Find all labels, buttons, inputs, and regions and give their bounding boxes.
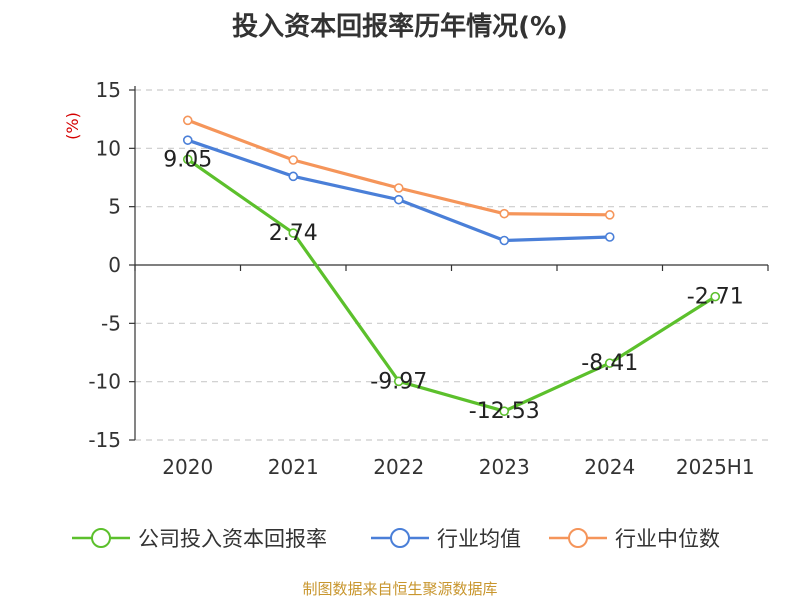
y-tick-label: 10: [96, 136, 121, 160]
data-point: [604, 358, 615, 368]
data-label: 2.74: [269, 221, 318, 246]
data-label: -9.97: [370, 369, 427, 394]
x-tick-label: 2022: [373, 455, 424, 479]
legend-marker-company-icon: [72, 528, 130, 548]
data-point: [393, 183, 404, 193]
data-point: [182, 135, 193, 145]
data-point: [288, 155, 299, 165]
series-line-0: [186, 158, 717, 413]
data-label: 9.05: [163, 147, 212, 172]
data-point: [393, 376, 404, 387]
data-label: -8.41: [581, 351, 638, 376]
legend-label-industry-median: 行业中位数: [615, 527, 720, 551]
chart-title: 投入资本回报率历年情况(%): [232, 12, 568, 42]
y-tick-label: -5: [101, 311, 121, 335]
y-tick-label: -15: [88, 428, 121, 452]
legend-item-industry-mean[interactable]: 行业均值: [371, 518, 521, 558]
y-tick-label: 15: [96, 78, 121, 102]
y-tick-label: 0: [108, 253, 121, 277]
y-tick-label: -10: [88, 370, 121, 394]
legend-label-company: 公司投入资本回报率: [138, 527, 327, 551]
legend-label-industry-mean: 行业均值: [437, 527, 521, 551]
data-point: [393, 194, 404, 205]
legend-item-company[interactable]: 公司投入资本回报率: [72, 518, 327, 558]
source-note: 制图数据来自恒生聚源数据库: [302, 580, 498, 598]
data-point: [604, 232, 615, 242]
data-point: [604, 210, 615, 220]
data-point: [288, 228, 299, 238]
legend-circle: [91, 528, 111, 548]
legend-circle: [390, 528, 410, 548]
data-point: [288, 171, 299, 182]
data-point: [499, 208, 510, 219]
data-point: [499, 235, 510, 246]
legend-marker-industry-mean-icon: [371, 528, 429, 548]
data-point: [182, 115, 193, 126]
data-label: -12.53: [469, 399, 540, 424]
x-tick-label: 2024: [584, 455, 635, 479]
data-point: [182, 154, 193, 165]
legend-marker-industry-median-icon: [549, 528, 607, 548]
legend-item-industry-median[interactable]: 行业中位数: [549, 518, 720, 558]
data-label: -2.71: [687, 285, 744, 310]
y-axis-label: (%): [63, 112, 82, 140]
x-tick-label: 2020: [162, 455, 213, 479]
legend-circle: [568, 528, 588, 548]
data-point: [499, 406, 510, 416]
x-tick-label: 2021: [268, 455, 319, 479]
data-point: [710, 291, 721, 302]
x-tick-label: 2025H1: [676, 455, 755, 479]
x-tick-label: 2023: [479, 455, 530, 479]
legend: 公司投入资本回报率 行业均值 行业中位数: [0, 518, 800, 558]
y-tick-label: 5: [108, 195, 121, 219]
